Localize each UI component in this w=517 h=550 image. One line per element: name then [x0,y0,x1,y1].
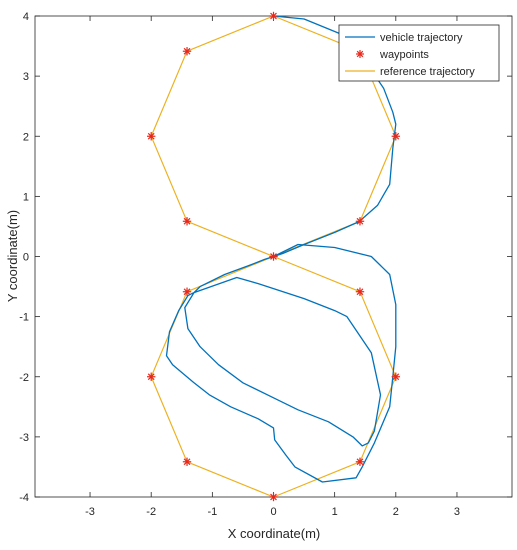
legend-box [338,24,500,82]
x-tick-label: 1 [332,506,338,518]
y-axis-label: Y coordinate(m) [5,210,20,302]
waypoint-marker [355,457,365,466]
legend-item-reference-trajectory: reference trajectory [380,66,475,78]
y-tick-label: 2 [23,131,29,143]
x-tick-label: 2 [393,506,399,518]
y-tick-label: 0 [23,252,29,264]
waypoint-marker [269,252,278,261]
waypoint-marker [146,132,156,141]
legend-item-vehicle-trajectory: vehicle trajectory [380,32,463,44]
legend-item-waypoints: waypoints [379,49,429,61]
y-tick-label: 1 [23,191,29,203]
plot-layer: -3 -2 -1 0 1 2 3 -4 -3 -2 -1 0 1 2 3 4 [19,11,513,518]
x-tick-label: -1 [207,506,217,518]
x-tick-label: 3 [454,506,460,518]
waypoint-marker [182,47,192,56]
waypoint-marker [391,372,401,381]
legend-swatch-marker [356,50,364,58]
y-tick-label: -1 [19,312,29,324]
y-tick-label: -3 [19,432,29,444]
x-tick-label: -2 [146,506,156,518]
x-tick-label: -3 [85,506,95,518]
waypoint-marker [182,217,192,226]
waypoint-marker [355,287,365,296]
waypoint-marker [146,372,156,381]
x-axis-label: X coordinate(m) [228,526,320,541]
y-tick-label: 4 [23,11,29,23]
y-tick-label: -2 [19,372,29,384]
waypoint-marker [182,457,192,466]
waypoint-marker [269,492,278,502]
legend: vehicle trajectory waypoints reference tra… [338,24,500,82]
waypoint-marker [269,11,278,21]
x-tick-label: 0 [270,506,276,518]
y-tick-label: -4 [19,492,29,504]
vehicle-trajectory-line [165,15,397,483]
waypoint-marker [182,287,192,296]
y-tick-label: 3 [23,71,29,83]
waypoint-marker [355,217,365,226]
waypoint-marker [391,132,401,141]
